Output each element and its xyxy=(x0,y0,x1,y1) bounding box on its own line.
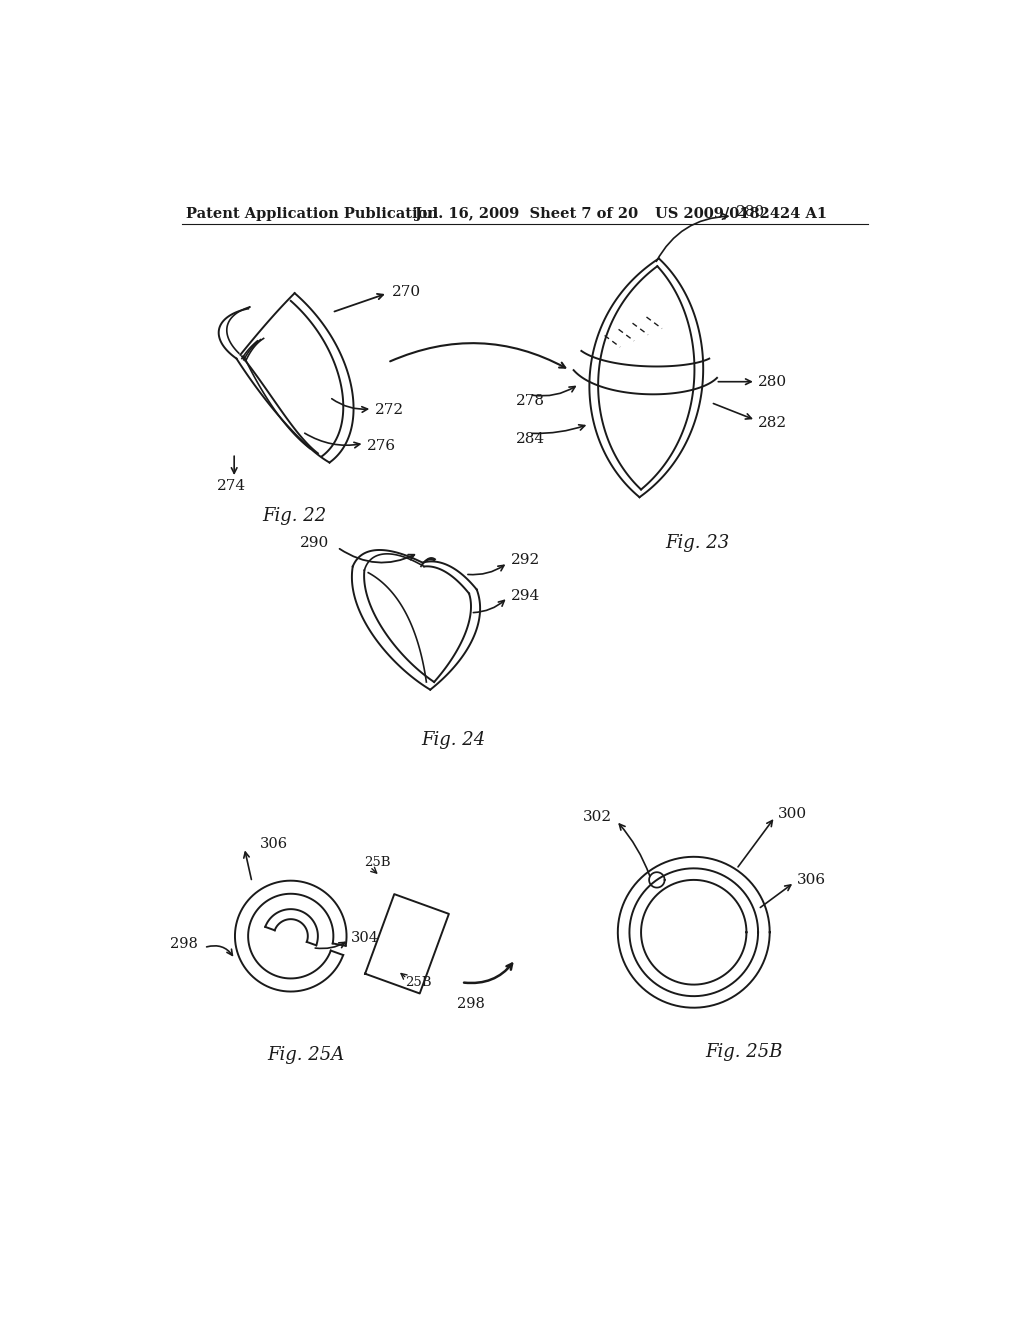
Text: 290: 290 xyxy=(300,536,330,550)
Text: 298: 298 xyxy=(170,937,198,950)
Text: Patent Application Publication: Patent Application Publication xyxy=(186,207,438,220)
Text: 280: 280 xyxy=(758,375,787,388)
Text: 25B: 25B xyxy=(365,857,391,870)
Text: 274: 274 xyxy=(216,479,246,492)
Text: 302: 302 xyxy=(584,809,612,824)
Text: Jul. 16, 2009  Sheet 7 of 20: Jul. 16, 2009 Sheet 7 of 20 xyxy=(415,207,638,220)
Text: Fig. 24: Fig. 24 xyxy=(421,731,485,748)
Text: 300: 300 xyxy=(777,808,807,821)
Text: Fig. 25A: Fig. 25A xyxy=(267,1047,345,1064)
Text: Fig. 22: Fig. 22 xyxy=(262,507,327,525)
Text: 25B: 25B xyxy=(406,975,432,989)
Text: Fig. 25B: Fig. 25B xyxy=(706,1043,783,1060)
Text: 292: 292 xyxy=(511,553,540,568)
Text: 306: 306 xyxy=(797,873,826,887)
Text: 298: 298 xyxy=(457,997,484,1011)
Text: 270: 270 xyxy=(391,285,421,298)
Text: 306: 306 xyxy=(260,837,288,850)
Text: 304: 304 xyxy=(351,932,379,945)
Text: 280: 280 xyxy=(736,206,766,219)
Text: US 2009/0182424 A1: US 2009/0182424 A1 xyxy=(655,207,827,220)
Text: 276: 276 xyxy=(367,438,396,453)
Text: 272: 272 xyxy=(375,403,403,417)
Text: 278: 278 xyxy=(515,393,545,408)
Text: 284: 284 xyxy=(515,433,545,446)
Text: Fig. 23: Fig. 23 xyxy=(666,535,730,552)
Text: 282: 282 xyxy=(758,416,787,429)
Text: 294: 294 xyxy=(511,589,540,603)
